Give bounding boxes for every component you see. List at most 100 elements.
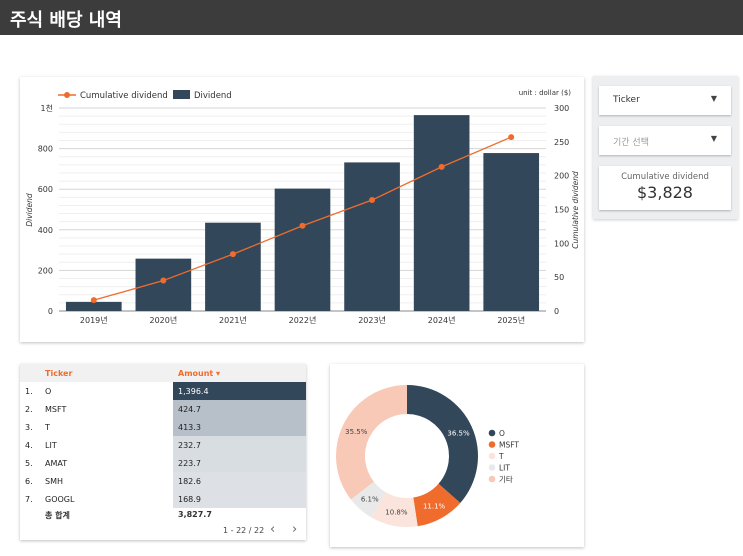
amount-heat-cell bbox=[173, 418, 306, 436]
cumulative-dividend-point[interactable] bbox=[160, 277, 167, 284]
dividend-bar[interactable] bbox=[274, 188, 331, 311]
table-row[interactable]: 3. T 413.3 bbox=[20, 418, 306, 436]
donut-slice-label: 6.1% bbox=[361, 495, 379, 503]
previous-page-icon[interactable]: ‹ bbox=[270, 522, 276, 537]
x-axis-tick-label: 2022년 bbox=[289, 315, 317, 325]
total-amount: 3,827.7 bbox=[178, 510, 212, 519]
period-dropdown[interactable]: 기간 선택 ▼ bbox=[599, 126, 731, 155]
scorecard-label: Cumulative dividend bbox=[621, 172, 709, 182]
right-axis-tick-label: 150 bbox=[554, 206, 569, 215]
row-amount: 1,396.4 bbox=[178, 387, 209, 396]
x-axis-tick-label: 2025년 bbox=[497, 315, 525, 325]
legend-label-cumulative: Cumulative dividend bbox=[80, 91, 168, 101]
table-row[interactable]: 5. AMAT 223.7 bbox=[20, 454, 306, 472]
left-axis-tick-label: 400 bbox=[38, 226, 53, 235]
row-ticker: GOOGL bbox=[45, 495, 75, 504]
x-axis-tick-label: 2023년 bbox=[358, 315, 386, 325]
donut-legend-swatch bbox=[488, 452, 496, 460]
donut-slice[interactable] bbox=[413, 483, 461, 527]
table-header: Ticker Amount ▾ bbox=[20, 364, 306, 382]
row-amount: 232.7 bbox=[178, 441, 201, 450]
row-number: 1. bbox=[25, 387, 33, 396]
row-ticker: MSFT bbox=[45, 405, 67, 414]
right-axis-tick-label: 200 bbox=[554, 172, 569, 181]
row-ticker: LIT bbox=[45, 441, 57, 450]
caret-down-icon: ▼ bbox=[710, 134, 717, 143]
ticker-dropdown[interactable]: Ticker ▼ bbox=[599, 86, 731, 115]
right-axis-tick-label: 50 bbox=[554, 273, 564, 282]
left-axis-tick-label: 600 bbox=[38, 185, 53, 194]
donut-legend-swatch bbox=[488, 464, 496, 471]
scorecard-value: $3,828 bbox=[637, 183, 693, 202]
allocation-donut-card: 36.5% 11.1% 10.8% 6.1% 35.5% O MSFT T LIT 기타 bbox=[330, 364, 584, 547]
row-amount: 223.7 bbox=[178, 459, 201, 468]
row-ticker: SMH bbox=[45, 477, 63, 486]
x-axis-tick-label: 2024년 bbox=[428, 315, 456, 325]
pagination-text: 1 - 22 / 22 bbox=[223, 526, 265, 535]
row-amount: 182.6 bbox=[178, 477, 201, 486]
cumulative-dividend-point[interactable] bbox=[508, 134, 515, 141]
donut-slice[interactable] bbox=[407, 385, 478, 503]
row-ticker: T bbox=[45, 423, 50, 432]
cumulative-dividend-point[interactable] bbox=[299, 222, 306, 229]
legend-label-dividend: Dividend bbox=[194, 91, 232, 101]
donut-legend-swatch bbox=[488, 441, 496, 448]
right-axis-tick-label: 0 bbox=[554, 307, 559, 316]
caret-down-icon: ▼ bbox=[710, 94, 717, 103]
dividend-bar[interactable] bbox=[135, 258, 192, 311]
table-row[interactable]: 1. O 1,396.4 bbox=[20, 382, 306, 400]
left-axis-tick-label: 1천 bbox=[41, 103, 53, 113]
donut-legend-label: T bbox=[498, 452, 504, 461]
table-row[interactable]: 6. SMH 182.6 bbox=[20, 472, 306, 490]
amount-heat-cell bbox=[173, 472, 306, 490]
x-axis-tick-label: 2021년 bbox=[219, 315, 247, 325]
x-axis-tick-label: 2019년 bbox=[80, 315, 108, 325]
amount-heat-cell bbox=[173, 382, 306, 400]
donut-legend-swatch bbox=[488, 475, 496, 483]
donut-slice[interactable] bbox=[350, 481, 386, 518]
donut-legend-swatch bbox=[488, 429, 496, 437]
table-row[interactable]: 4. LIT 232.7 bbox=[20, 436, 306, 454]
amount-heat-cell bbox=[173, 490, 306, 508]
dividend-bar[interactable] bbox=[205, 222, 261, 311]
dividend-bar[interactable] bbox=[344, 162, 400, 311]
dividend-bar[interactable] bbox=[65, 301, 122, 311]
next-page-icon[interactable]: › bbox=[292, 522, 298, 537]
cumulative-dividend-point[interactable] bbox=[90, 297, 97, 304]
row-number: 4. bbox=[25, 441, 33, 450]
row-amount: 424.7 bbox=[178, 405, 201, 414]
donut-legend-label: MSFT bbox=[499, 440, 519, 449]
cumulative-dividend-point[interactable] bbox=[369, 197, 376, 204]
right-axis-title: Cumulative dividend bbox=[571, 171, 580, 249]
dividend-bar[interactable] bbox=[483, 153, 540, 311]
cumulative-dividend-point[interactable] bbox=[229, 251, 236, 258]
column-header-ticker[interactable]: Ticker bbox=[45, 369, 73, 378]
amount-heat-cell bbox=[173, 454, 306, 472]
period-dropdown-label: 기간 선택 bbox=[613, 138, 649, 148]
left-axis-tick-label: 800 bbox=[38, 145, 53, 154]
right-axis-tick-label: 250 bbox=[554, 138, 569, 147]
x-axis-tick-label: 2020년 bbox=[149, 315, 177, 325]
row-ticker: O bbox=[45, 387, 52, 396]
donut-slice-label: 10.8% bbox=[385, 508, 408, 516]
row-amount: 168.9 bbox=[178, 495, 201, 504]
amount-heat-cell bbox=[173, 436, 306, 454]
row-number: 7. bbox=[25, 495, 33, 504]
right-axis-tick-label: 100 bbox=[554, 239, 569, 248]
donut-legend-label: 기타 bbox=[499, 475, 513, 484]
row-number: 2. bbox=[25, 405, 33, 414]
row-number: 6. bbox=[25, 477, 33, 486]
donut-slice-label: 11.1% bbox=[423, 503, 446, 511]
row-number: 3. bbox=[25, 423, 33, 432]
cumulative-dividend-point[interactable] bbox=[438, 163, 445, 170]
table-row[interactable]: 7. GOOGL 168.9 bbox=[20, 490, 306, 508]
donut-slice[interactable] bbox=[336, 385, 407, 500]
ticker-dropdown-label: Ticker bbox=[613, 95, 640, 105]
donut-slice[interactable] bbox=[371, 492, 418, 527]
amount-heat-cell bbox=[173, 400, 306, 418]
column-header-amount[interactable]: Amount ▾ bbox=[178, 369, 221, 378]
donut-slice-label: 35.5% bbox=[345, 428, 368, 436]
filter-panel: Ticker ▼ 기간 선택 ▼ Cumulative dividend $3,… bbox=[593, 76, 738, 219]
table-row[interactable]: 2. MSFT 424.7 bbox=[20, 400, 306, 418]
dividend-bar[interactable] bbox=[413, 115, 470, 311]
